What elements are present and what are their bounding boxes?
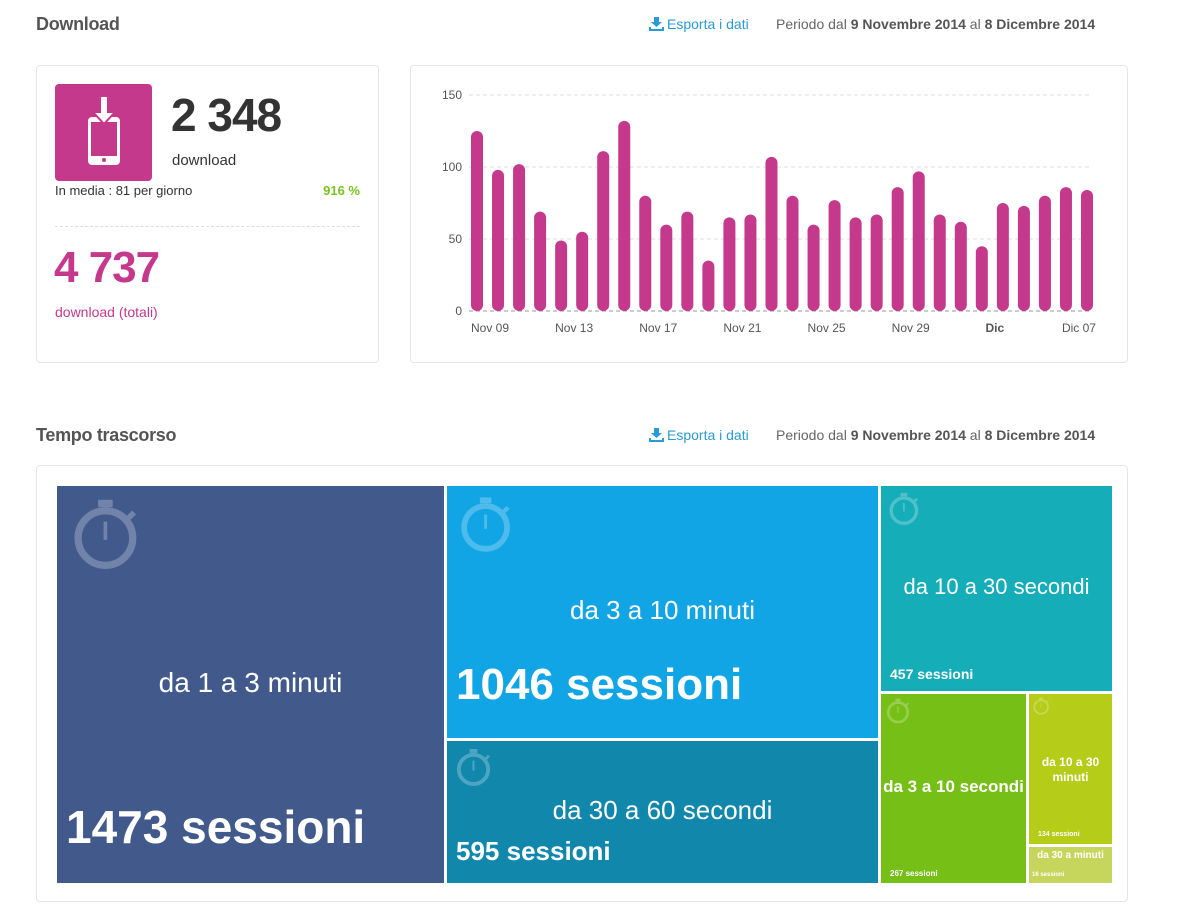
duration-label: da 30 a minuti bbox=[1037, 850, 1104, 861]
stopwatch-icon bbox=[460, 496, 510, 552]
sessions-count: 16 sessioni bbox=[1032, 871, 1065, 878]
duration-label: da 3 a 10 secondi bbox=[883, 777, 1024, 797]
bar-nov-24 bbox=[786, 195, 799, 311]
bar-nov-20 bbox=[702, 260, 715, 311]
x-tick-label: Nov 21 bbox=[723, 321, 761, 335]
duration-label: da 30 a 60 secondi bbox=[552, 795, 773, 826]
export-label: Esporta i dati bbox=[667, 427, 749, 443]
duration-label: da 10 a 30 secondi bbox=[903, 574, 1090, 600]
bar-dic-05 bbox=[1017, 205, 1030, 311]
export-time-link[interactable]: Esporta i dati bbox=[649, 427, 749, 443]
sessions-count: 267 sessioni bbox=[890, 868, 938, 878]
y-tick-label: 50 bbox=[449, 232, 463, 246]
x-tick-label: Nov 13 bbox=[555, 321, 593, 335]
x-tick-label: Nov 25 bbox=[808, 321, 846, 335]
phone-download-icon bbox=[55, 84, 152, 181]
download-summary-card: 2 348 download In media : 81 per giorno … bbox=[36, 65, 379, 363]
sessions-count: 457 sessioni bbox=[890, 665, 974, 682]
sessions-count: 1046 sessioni bbox=[456, 659, 743, 709]
change-percent: 916 % bbox=[323, 183, 360, 198]
time-title: Tempo trascorso bbox=[36, 425, 177, 445]
stopwatch-icon bbox=[889, 492, 918, 525]
treemap-cell-6[interactable]: da 30 a minuti 16 sessioni bbox=[1029, 847, 1112, 883]
bar-dic-07 bbox=[1059, 187, 1072, 311]
duration-label: da 3 a 10 minuti bbox=[569, 595, 755, 626]
bar-nov-26 bbox=[828, 200, 841, 311]
bar-nov-16 bbox=[618, 120, 631, 311]
bar-dic-06 bbox=[1038, 195, 1051, 311]
bar-nov-28 bbox=[870, 214, 883, 311]
duration-label: da 10 a 30 minuti bbox=[1041, 754, 1100, 785]
bar-nov-29 bbox=[891, 187, 904, 311]
download-icon bbox=[649, 17, 664, 31]
y-tick-label: 150 bbox=[442, 88, 462, 102]
treemap-cell-0[interactable]: da 1 a 3 minuti 1473 sessioni bbox=[57, 486, 444, 883]
treemap-cell-2[interactable]: da 30 a 60 secondi 595 sessioni bbox=[447, 741, 878, 883]
bar-nov-27 bbox=[849, 217, 862, 311]
sessions-count: 134 sessioni bbox=[1038, 831, 1080, 839]
treemap-card: da 1 a 3 minuti 1473 sessioni da 3 a 10 mi… bbox=[36, 465, 1128, 902]
bar-dic-04 bbox=[996, 203, 1009, 311]
total-downloads: 4 737 bbox=[54, 243, 160, 292]
download-title: Download bbox=[36, 14, 120, 34]
bar-nov-09 bbox=[471, 131, 483, 311]
duration-label: da 1 a 3 minuti bbox=[158, 667, 343, 699]
daily-average: In media : 81 per giorno bbox=[55, 183, 193, 198]
export-download-link[interactable]: Esporta i dati bbox=[649, 16, 749, 32]
x-tick-label: Nov 29 bbox=[892, 321, 930, 335]
sessions-count: 1473 sessioni bbox=[66, 801, 366, 854]
treemap-cell-5[interactable]: da 10 a 30 minuti 134 sessioni bbox=[1029, 694, 1112, 844]
bar-dic-01 bbox=[933, 214, 946, 311]
stopwatch-icon bbox=[887, 698, 910, 724]
x-tick-label: Dic bbox=[985, 321, 1004, 335]
download-bar-chart: 0 50 100 150 Nov 09 Nov 13 Nov 17 Nov 21 Nov 25 N… bbox=[442, 88, 1096, 335]
y-tick-label: 0 bbox=[455, 304, 462, 318]
bar-dic-08 bbox=[1081, 190, 1093, 311]
bar-nov-11 bbox=[513, 164, 526, 311]
stopwatch-icon bbox=[1033, 697, 1049, 715]
treemap-cell-4[interactable]: da 3 a 10 secondi 267 sessioni bbox=[881, 694, 1026, 883]
sessions-count: 595 sessioni bbox=[456, 836, 611, 867]
export-label: Esporta i dati bbox=[667, 16, 749, 32]
stopwatch-icon bbox=[74, 499, 137, 570]
treemap-cell-1[interactable]: da 3 a 10 minuti 1046 sessioni bbox=[447, 486, 878, 738]
bar-dic-03 bbox=[975, 246, 988, 311]
treemap-cell-3[interactable]: da 10 a 30 secondi 457 sessioni bbox=[881, 486, 1112, 691]
download-count: 2 348 bbox=[171, 89, 282, 141]
download-count-label: download bbox=[172, 152, 237, 169]
bar-nov-10 bbox=[492, 169, 505, 311]
session-duration-treemap: da 1 a 3 minuti 1473 sessioni da 3 a 10 mi… bbox=[57, 486, 1112, 883]
bar-nov-18 bbox=[660, 224, 673, 311]
bar-nov-14 bbox=[576, 231, 589, 311]
bar-dic-02 bbox=[954, 221, 967, 311]
x-tick-label: Nov 17 bbox=[639, 321, 677, 335]
bar-nov-22 bbox=[744, 214, 757, 311]
bar-nov-23 bbox=[765, 156, 778, 311]
bar-nov-25 bbox=[807, 224, 820, 311]
download-chart-card: 0 50 100 150 Nov 09 Nov 13 Nov 17 Nov 21 Nov 25 N… bbox=[410, 65, 1128, 363]
bar-nov-12 bbox=[534, 211, 547, 311]
bar-nov-13 bbox=[555, 240, 568, 311]
bar-nov-19 bbox=[681, 211, 694, 311]
y-tick-label: 100 bbox=[442, 160, 462, 174]
divider bbox=[55, 226, 360, 227]
bar-nov-17 bbox=[639, 195, 652, 311]
stopwatch-icon bbox=[456, 748, 490, 786]
download-icon bbox=[649, 428, 664, 442]
bar-nov-30 bbox=[912, 171, 925, 311]
bar-nov-21 bbox=[723, 217, 736, 311]
time-period: Periodo dal 9 Novembre 2014 al 8 Dicembr… bbox=[776, 427, 1096, 443]
x-tick-label: Nov 09 bbox=[471, 321, 509, 335]
download-period: Periodo dal 9 Novembre 2014 al 8 Dicembr… bbox=[776, 16, 1096, 32]
x-tick-label: Dic 07 bbox=[1062, 321, 1096, 335]
total-downloads-label: download (totali) bbox=[55, 304, 158, 320]
bar-nov-15 bbox=[597, 151, 610, 311]
